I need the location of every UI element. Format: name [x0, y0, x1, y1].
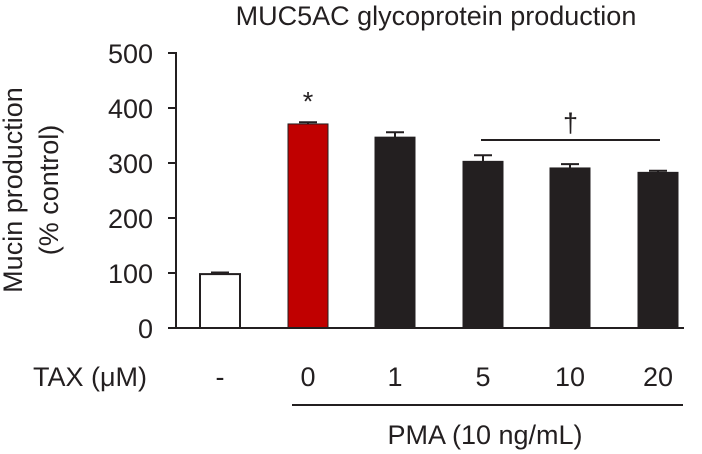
bar-2	[287, 123, 329, 329]
x-axis-labels: - 0 1 5 10 20	[216, 362, 674, 392]
x-axis-prefix: TAX (μM)	[33, 362, 147, 392]
x-tick-label: -	[216, 362, 225, 392]
bar-6	[637, 171, 679, 329]
y-tick-label: 300	[108, 149, 153, 179]
significance-asterisk: *	[303, 86, 314, 116]
pma-group-label: PMA (10 ng/mL)	[387, 420, 582, 450]
bar-4	[462, 160, 504, 329]
y-axis-label-unit: (% control)	[34, 125, 64, 256]
x-tick-label: 1	[387, 362, 402, 392]
y-axis-label-line2: (% control)	[34, 125, 64, 256]
bars-layer: *†	[199, 86, 679, 330]
significance-dagger: †	[563, 108, 578, 138]
y-tick-label: 0	[138, 314, 153, 344]
y-axis-label-line1: Mucin production	[0, 87, 28, 293]
y-tick-label: 400	[108, 94, 153, 124]
y-tick-label: 200	[108, 204, 153, 234]
y-axis-label: Mucin production	[0, 87, 28, 293]
bar-1	[199, 273, 241, 330]
y-tick-label: 100	[108, 259, 153, 289]
x-tick-label: 0	[300, 362, 315, 392]
bar-3	[374, 136, 416, 329]
chart-title: MUC5AC glycoprotein production	[236, 1, 637, 31]
y-tick-label: 500	[108, 39, 153, 69]
x-tick-label: 20	[643, 362, 673, 392]
y-axis-ticks: 0 100 200 300 400 500	[108, 39, 176, 344]
x-tick-label: 10	[555, 362, 585, 392]
x-tick-label: 5	[475, 362, 490, 392]
bar-5	[549, 167, 591, 329]
